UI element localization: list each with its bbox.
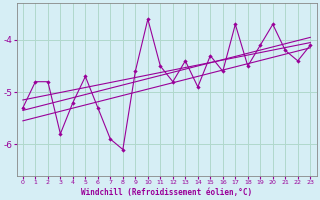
X-axis label: Windchill (Refroidissement éolien,°C): Windchill (Refroidissement éolien,°C) [81, 188, 252, 197]
